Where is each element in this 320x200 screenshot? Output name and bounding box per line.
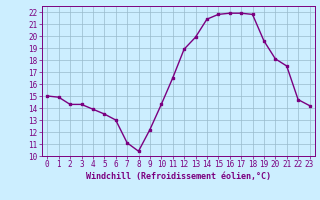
X-axis label: Windchill (Refroidissement éolien,°C): Windchill (Refroidissement éolien,°C) [86, 172, 271, 181]
